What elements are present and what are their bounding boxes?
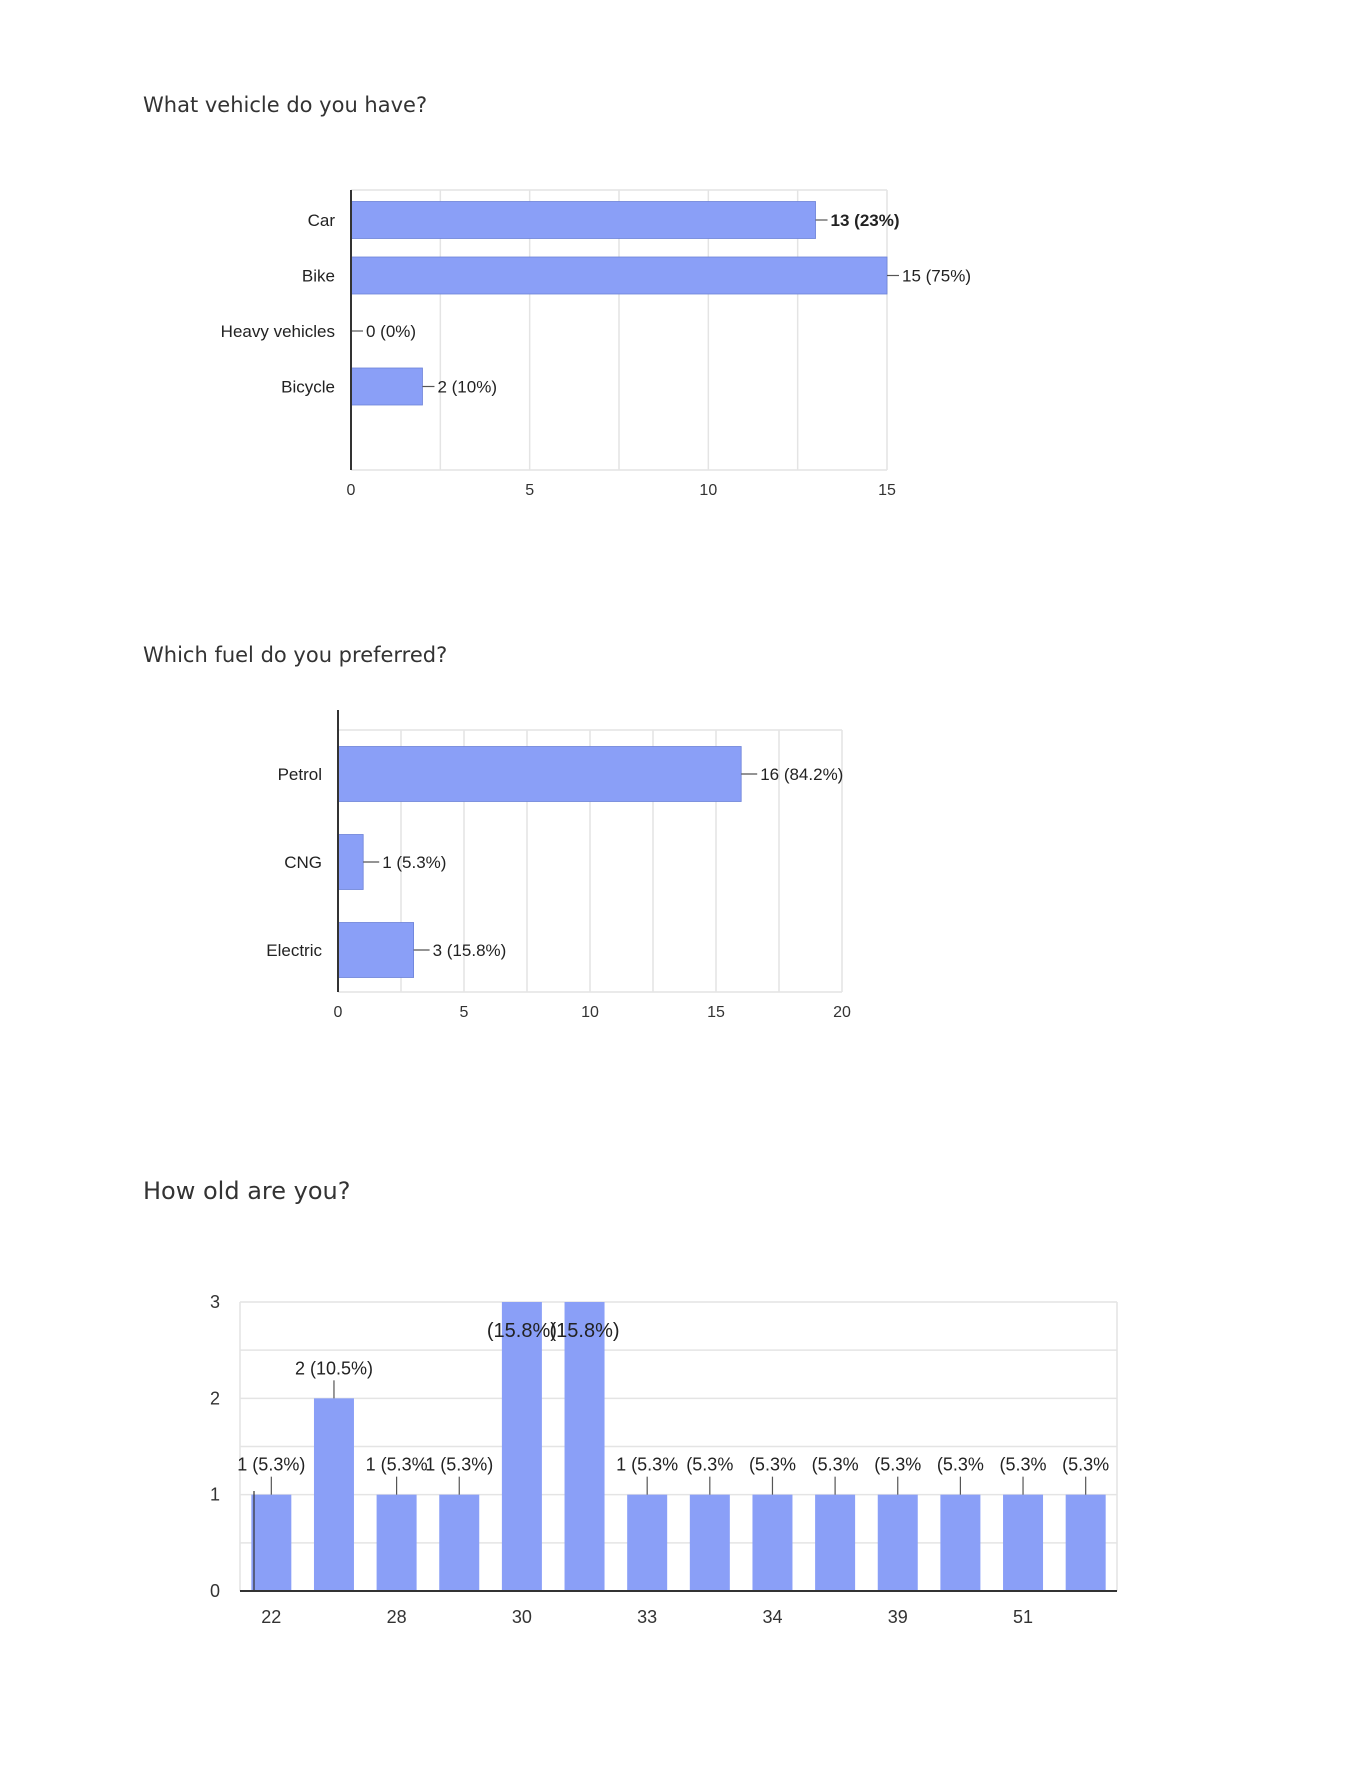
data-label: (5.3% <box>686 1455 733 1475</box>
bar <box>337 834 364 890</box>
data-label: (15.8%) <box>487 1320 557 1342</box>
bar <box>877 1494 918 1591</box>
bar <box>501 1302 542 1591</box>
category-label: Electric <box>266 941 322 960</box>
bar <box>439 1494 480 1591</box>
category-label: Heavy vehicles <box>221 322 335 341</box>
x-tick-label: 22 <box>261 1607 281 1627</box>
bar <box>350 367 423 406</box>
bar <box>689 1494 730 1591</box>
data-label: 3 (15.8%) <box>433 941 507 960</box>
bar <box>350 256 888 295</box>
bar <box>752 1494 793 1591</box>
x-tick-label: 51 <box>1013 1607 1033 1627</box>
x-tick-label: 28 <box>387 1607 407 1627</box>
x-tick-label: 10 <box>581 1004 599 1021</box>
x-tick-label: 0 <box>334 1004 343 1021</box>
data-label: 13 (23%) <box>831 211 900 230</box>
data-label: 2 (10%) <box>437 378 497 397</box>
y-tick-label: 1 <box>210 1485 220 1505</box>
bar <box>627 1494 668 1591</box>
x-tick-label: 15 <box>707 1004 725 1021</box>
data-label: 16 (84.2%) <box>760 765 843 784</box>
x-tick-label: 0 <box>347 482 356 499</box>
x-tick-label: 5 <box>460 1004 469 1021</box>
y-tick-label: 0 <box>210 1581 220 1601</box>
data-label: 1 (5.3% <box>366 1455 428 1475</box>
category-label: Petrol <box>278 765 322 784</box>
category-label: Bike <box>302 267 335 286</box>
question-title-fuel: Which fuel do you preferred? <box>143 643 448 667</box>
bar <box>337 922 414 978</box>
data-label: 1 (5.3%) <box>237 1455 305 1475</box>
data-label: 0 (0%) <box>366 322 416 341</box>
x-tick-label: 30 <box>512 1607 532 1627</box>
x-tick-label: 5 <box>525 482 534 499</box>
data-label: (5.3% <box>1000 1455 1047 1475</box>
data-label: (5.3% <box>749 1455 796 1475</box>
question-title-vehicle: What vehicle do you have? <box>143 93 428 117</box>
data-label: (5.3% <box>812 1455 859 1475</box>
y-tick-label: 3 <box>210 1292 220 1312</box>
vehicle-bar-chart: Car 13 (23%) Bike 15 (75%) Heavy vehicles 0 (… <box>221 189 971 499</box>
bar <box>251 1494 292 1591</box>
bar <box>564 1302 605 1591</box>
question-title-age: How old are you? <box>143 1177 351 1205</box>
data-label: 1 (5.3%) <box>382 853 446 872</box>
data-label: (5.3% <box>1062 1455 1109 1475</box>
bar <box>815 1494 856 1591</box>
bar <box>350 201 816 239</box>
bar <box>1003 1494 1044 1591</box>
data-label: 1 (5.3% <box>616 1455 678 1475</box>
y-tick-label: 2 <box>210 1388 220 1408</box>
data-label: (15.8%) <box>550 1320 620 1342</box>
category-label: CNG <box>284 853 322 872</box>
x-tick-label: 39 <box>888 1607 908 1627</box>
x-tick-label: 20 <box>833 1004 851 1021</box>
data-label: 1 (5.3%) <box>425 1455 493 1475</box>
data-label: 15 (75%) <box>902 267 971 286</box>
category-label: Bicycle <box>281 378 335 397</box>
x-tick-label: 34 <box>762 1607 782 1627</box>
x-tick-label: 15 <box>878 482 896 499</box>
x-tick-label: 10 <box>699 482 717 499</box>
category-label: Car <box>308 211 336 230</box>
bar <box>1065 1494 1106 1591</box>
x-tick-label: 33 <box>637 1607 657 1627</box>
data-label: (5.3% <box>874 1455 921 1475</box>
bar <box>376 1494 417 1591</box>
bar <box>337 746 742 802</box>
data-label: (5.3% <box>937 1455 984 1475</box>
bar <box>940 1494 981 1591</box>
fuel-bar-chart: Petrol 16 (84.2%) CNG 1 (5.3%) Electric 3 (15… <box>266 710 851 1021</box>
bar <box>313 1398 354 1591</box>
data-label: 2 (10.5%) <box>295 1358 373 1378</box>
